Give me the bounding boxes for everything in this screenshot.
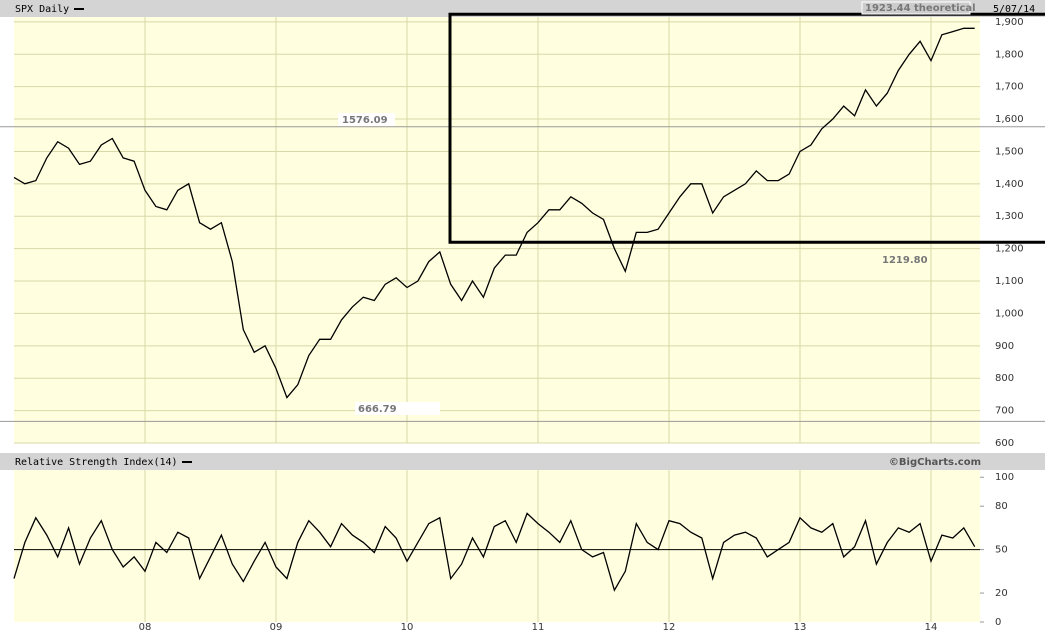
y-tick-label: 1,500 bbox=[995, 146, 1024, 157]
y-tick-label: 900 bbox=[995, 341, 1014, 352]
plot-area bbox=[14, 17, 980, 443]
label-bg bbox=[861, 1, 971, 15]
y-tick-label: 1,000 bbox=[995, 308, 1024, 319]
y-tick-label: 1,300 bbox=[995, 211, 1024, 222]
x-tick-label: 12 bbox=[663, 622, 676, 633]
annotation-label: 1923.44 theoretical bbox=[865, 3, 976, 14]
credit: ©BigCharts.com bbox=[889, 457, 981, 468]
y-tick-label: 1,400 bbox=[995, 179, 1024, 190]
annotation-label: 1219.80 bbox=[882, 255, 928, 266]
label-bg bbox=[355, 402, 440, 415]
y-tick-label: 50 bbox=[995, 545, 1008, 556]
x-tick-label: 09 bbox=[270, 622, 283, 633]
y-tick-label: 0 bbox=[995, 617, 1001, 628]
header-bar bbox=[0, 453, 1045, 470]
annotation-label: 666.79 bbox=[358, 404, 397, 415]
y-tick-label: 800 bbox=[995, 373, 1014, 384]
annotation-label: 1576.09 bbox=[342, 115, 388, 126]
y-tick-label: 1,100 bbox=[995, 276, 1024, 287]
series-line bbox=[13, 27, 975, 399]
y-tick-label: 20 bbox=[995, 588, 1008, 599]
date-label: 5/07/14 bbox=[993, 4, 1035, 15]
y-tick-label: 600 bbox=[995, 438, 1014, 449]
x-tick-label: 10 bbox=[401, 622, 414, 633]
target-box bbox=[448, 12, 1045, 244]
y-tick-label: 80 bbox=[995, 501, 1008, 512]
x-tick-label: 11 bbox=[532, 622, 545, 633]
y-tick-label: 1,800 bbox=[995, 49, 1024, 60]
chart-title: SPX Daily bbox=[15, 4, 69, 15]
plot-area bbox=[14, 470, 980, 622]
panel-title: Relative Strength Index(14) bbox=[15, 457, 178, 468]
x-tick-label: 08 bbox=[139, 622, 152, 633]
y-tick-label: 1,600 bbox=[995, 114, 1024, 125]
y-tick-label: 1,700 bbox=[995, 82, 1024, 93]
series-line bbox=[13, 512, 976, 592]
y-tick-label: 700 bbox=[995, 406, 1014, 417]
y-tick-label: 100 bbox=[995, 472, 1014, 483]
x-tick-label: 14 bbox=[925, 622, 938, 633]
y-tick-label: 1,900 bbox=[995, 17, 1024, 28]
header-bar bbox=[0, 0, 1045, 17]
label-bg bbox=[338, 113, 395, 126]
y-tick-label: 1,200 bbox=[995, 244, 1024, 255]
x-tick-label: 13 bbox=[794, 622, 807, 633]
